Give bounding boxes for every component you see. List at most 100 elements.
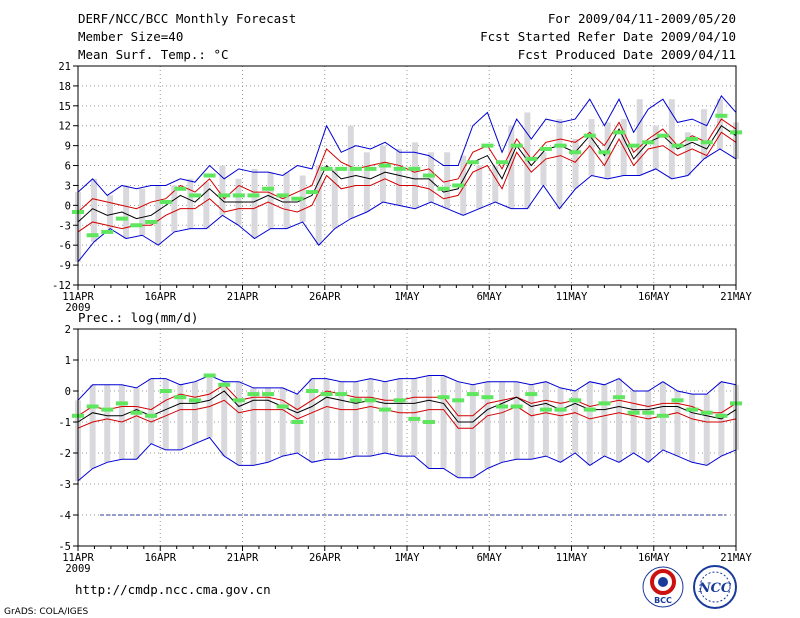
prec-observed-mark xyxy=(627,410,640,415)
prec-ytick-label: -4 xyxy=(58,510,71,522)
temp-observed-mark xyxy=(715,113,728,118)
prec-observed-mark xyxy=(715,413,728,418)
prec-observed-mark xyxy=(437,395,450,400)
temp-spread-box xyxy=(716,99,723,149)
temp-observed-mark xyxy=(203,173,216,178)
temp-observed-mark xyxy=(130,223,143,228)
prec-observed-mark xyxy=(569,398,582,403)
prec-observed-mark xyxy=(262,392,275,397)
prec-observed-mark xyxy=(320,392,333,397)
prec-observed-mark xyxy=(422,420,435,424)
prec-spread-box xyxy=(499,381,506,463)
prec-spread-box xyxy=(104,384,111,463)
temp-observed-mark xyxy=(700,140,713,145)
temp-spread-box xyxy=(155,185,162,246)
grads-credit: GrADS: COLA/IGES xyxy=(4,607,88,617)
prec-line-ensemble-min xyxy=(77,436,737,482)
prec-spread-box xyxy=(572,391,579,453)
temp-spread-box xyxy=(315,165,322,246)
temperature-panel: -12 -9 -6 -3 0 3 6 9 12 15 18 21 11APR 16APR 21APR 26A… xyxy=(52,61,752,314)
temp-ytick-label: 21 xyxy=(58,61,71,73)
temp-spread-box xyxy=(123,185,130,239)
prec-spread-box xyxy=(250,387,257,466)
temp-observed-mark xyxy=(510,143,523,148)
prec-observed-mark xyxy=(481,395,494,400)
prec-observed-mark xyxy=(598,401,611,406)
temp-spread-box xyxy=(171,185,178,232)
prec-spread-box xyxy=(133,387,140,460)
temp-spread-box xyxy=(267,172,274,229)
temp-observed-mark xyxy=(364,166,377,171)
prec-spread-box xyxy=(689,394,696,463)
temp-ytick-label: 15 xyxy=(58,101,71,113)
temp-observed-mark xyxy=(539,146,552,151)
prec-spread-box xyxy=(235,381,242,466)
prec-line-ensemble-mean xyxy=(77,390,737,423)
temp-line-ensemble-max xyxy=(77,148,737,263)
prec-observed-mark xyxy=(188,398,201,403)
temp-observed-mark xyxy=(452,183,465,188)
prec-spread-box xyxy=(221,381,228,457)
prec-spread-box xyxy=(279,387,286,457)
temp-observed-mark xyxy=(393,166,406,171)
temp-observed-mark xyxy=(188,193,201,198)
prec-xtick-label: 6MAY xyxy=(477,552,503,564)
prec-line-ensemble-lower-spread xyxy=(77,399,737,429)
temp-spread-box xyxy=(636,99,643,176)
temp-observed-mark xyxy=(159,200,172,205)
prec-spread-box xyxy=(148,378,155,444)
temp-spread-box xyxy=(107,195,114,229)
panel1-title: Mean Surf. Temp.: °C xyxy=(78,47,229,62)
temp-observed-mark xyxy=(145,219,158,224)
temp-observed-mark xyxy=(686,137,699,141)
panel2-title: Prec.: log(mm/d) xyxy=(78,310,198,325)
bcc-logo: BCC xyxy=(642,566,684,608)
precipitation-panel: -5 -4 -3 -2 -1 0 1 2 11APR 16APR 21APR 26APR 1MAY 6M… xyxy=(58,324,752,575)
prec-observed-mark xyxy=(159,389,172,393)
temp-spread-box xyxy=(187,178,194,229)
temp-spread-box xyxy=(476,165,483,209)
prec-ytick-label: -2 xyxy=(58,448,71,460)
prec-spread-box xyxy=(703,394,710,466)
temp-spread-box xyxy=(556,119,563,209)
prec-observed-mark xyxy=(656,413,669,418)
temp-spread-box xyxy=(219,165,226,216)
precipitation-series-lines xyxy=(77,374,737,516)
temp-spread-box xyxy=(363,152,370,212)
ncc-logo-text: NCC xyxy=(698,581,732,596)
prec-observed-mark xyxy=(700,410,713,415)
prec-observed-mark xyxy=(305,389,318,393)
prec-observed-mark xyxy=(115,401,128,406)
temp-observed-mark xyxy=(349,166,362,171)
temp-observed-mark xyxy=(335,166,348,171)
prec-observed-mark xyxy=(554,407,567,412)
temp-observed-mark xyxy=(115,216,128,221)
prec-observed-mark xyxy=(101,407,114,412)
temp-observed-mark xyxy=(525,156,538,161)
prec-observed-mark xyxy=(510,404,523,409)
temp-line-ensemble-lower-spread xyxy=(77,131,737,233)
temp-observed-mark xyxy=(598,150,611,155)
prec-observed-mark xyxy=(525,392,538,397)
temp-spread-box xyxy=(283,172,290,229)
prec-observed-mark xyxy=(174,395,187,400)
prec-spread-box xyxy=(586,381,593,466)
temperature-observed-marks xyxy=(72,113,742,238)
bcc-logo-text: BCC xyxy=(654,596,672,605)
temp-spread-box xyxy=(684,132,691,176)
temperature-y-ticks: -12 -9 -6 -3 0 3 6 9 12 15 18 21 xyxy=(52,61,78,292)
prec-ytick-label: 1 xyxy=(65,355,71,367)
temp-xtick-label: 16MAY xyxy=(638,291,670,303)
temp-spread-box xyxy=(379,145,386,203)
temp-xtick-label: 21APR xyxy=(227,291,259,303)
temp-spread-box xyxy=(91,178,98,242)
temp-observed-mark xyxy=(86,233,99,238)
temp-ytick-label: 0 xyxy=(65,200,71,212)
temp-observed-mark xyxy=(247,193,260,198)
prec-observed-mark xyxy=(218,382,231,387)
precipitation-y-ticks: -5 -4 -3 -2 -1 0 1 2 xyxy=(58,324,78,553)
temp-observed-mark xyxy=(174,186,187,191)
source-url[interactable]: http://cmdp.ncc.cma.gov.cn xyxy=(75,582,271,597)
prec-xtick-year: 2009 xyxy=(65,563,90,575)
temp-ytick-label: 18 xyxy=(58,81,71,93)
